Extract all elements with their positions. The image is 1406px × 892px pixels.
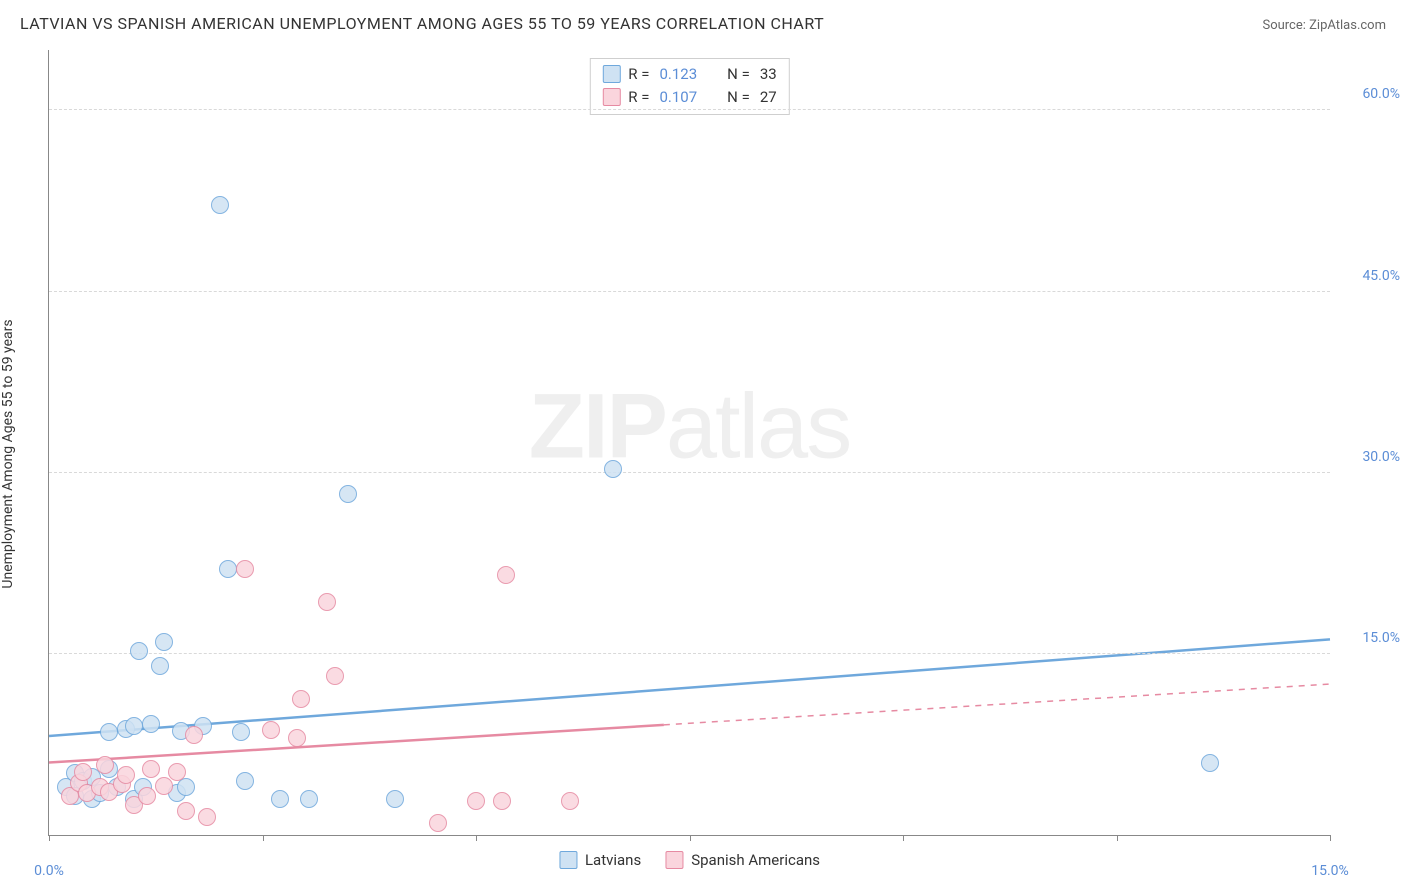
gridline — [49, 291, 1330, 292]
data-point-spanish — [467, 792, 485, 810]
r-label: R = — [628, 86, 649, 109]
data-point-latvians — [155, 633, 173, 651]
data-point-spanish — [117, 766, 135, 784]
data-point-latvians — [604, 460, 622, 478]
data-point-spanish — [198, 808, 216, 826]
trend-lines — [49, 50, 1330, 835]
plot-area: ZIPatlas R = 0.123 N = 33 R = 0.107 N = … — [48, 50, 1330, 836]
data-point-spanish — [185, 726, 203, 744]
r-label: R = — [628, 63, 649, 86]
n-label: N = — [727, 63, 750, 86]
r-value-latvians: 0.123 — [659, 63, 697, 86]
data-point-latvians — [142, 715, 160, 733]
data-point-latvians — [151, 657, 169, 675]
data-point-latvians — [271, 790, 289, 808]
data-point-spanish — [262, 721, 280, 739]
data-point-spanish — [493, 792, 511, 810]
n-value-latvians: 33 — [760, 63, 777, 86]
x-tick — [1330, 835, 1331, 841]
data-point-spanish — [288, 729, 306, 747]
data-point-latvians — [236, 772, 254, 790]
data-point-latvians — [232, 723, 250, 741]
data-point-spanish — [142, 760, 160, 778]
stats-row-latvians: R = 0.123 N = 33 — [602, 63, 776, 86]
data-point-latvians — [386, 790, 404, 808]
trendline-spanish-extrapolated — [664, 684, 1330, 725]
data-point-spanish — [292, 690, 310, 708]
y-tick-label: 30.0% — [1340, 449, 1400, 465]
swatch-latvians — [559, 851, 577, 869]
legend-item-latvians: Latvians — [559, 851, 641, 869]
x-tick — [1117, 835, 1118, 841]
data-point-latvians — [1201, 754, 1219, 772]
x-tick — [690, 835, 691, 841]
x-tick — [263, 835, 264, 841]
data-point-latvians — [300, 790, 318, 808]
n-value-spanish: 27 — [760, 86, 777, 109]
data-point-latvians — [125, 717, 143, 735]
data-point-latvians — [100, 723, 118, 741]
series-legend: Latvians Spanish Americans — [559, 851, 820, 869]
stats-row-spanish: R = 0.107 N = 27 — [602, 86, 776, 109]
y-axis-label: Unemployment Among Ages 55 to 59 years — [0, 319, 16, 588]
x-tick — [49, 835, 50, 841]
data-point-latvians — [219, 560, 237, 578]
data-point-spanish — [74, 763, 92, 781]
swatch-spanish — [602, 88, 620, 106]
gridline — [49, 653, 1330, 654]
watermark: ZIPatlas — [529, 374, 850, 479]
y-tick-label: 15.0% — [1340, 630, 1400, 646]
y-tick-label: 45.0% — [1340, 268, 1400, 284]
chart-title: LATVIAN VS SPANISH AMERICAN UNEMPLOYMENT… — [20, 14, 824, 33]
stats-legend: R = 0.123 N = 33 R = 0.107 N = 27 — [589, 58, 789, 115]
swatch-spanish — [665, 851, 683, 869]
data-point-spanish — [326, 667, 344, 685]
data-point-spanish — [168, 763, 186, 781]
data-point-spanish — [177, 802, 195, 820]
data-point-spanish — [429, 814, 447, 832]
data-point-latvians — [339, 485, 357, 503]
r-value-spanish: 0.107 — [659, 86, 697, 109]
x-tick-label: 0.0% — [34, 863, 64, 879]
gridline — [49, 109, 1330, 110]
data-point-spanish — [497, 566, 515, 584]
data-point-latvians — [211, 196, 229, 214]
legend-label-latvians: Latvians — [585, 851, 641, 869]
data-point-spanish — [138, 787, 156, 805]
source-label: Source: ZipAtlas.com — [1262, 18, 1386, 33]
data-point-spanish — [318, 593, 336, 611]
data-point-spanish — [96, 756, 114, 774]
legend-label-spanish: Spanish Americans — [691, 851, 820, 869]
x-tick — [903, 835, 904, 841]
data-point-spanish — [236, 560, 254, 578]
data-point-spanish — [561, 792, 579, 810]
y-tick-label: 60.0% — [1340, 86, 1400, 102]
x-tick — [476, 835, 477, 841]
data-point-latvians — [130, 642, 148, 660]
n-label: N = — [727, 86, 750, 109]
legend-item-spanish: Spanish Americans — [665, 851, 820, 869]
x-tick-label: 15.0% — [1311, 863, 1349, 879]
gridline — [49, 472, 1330, 473]
swatch-latvians — [602, 65, 620, 83]
